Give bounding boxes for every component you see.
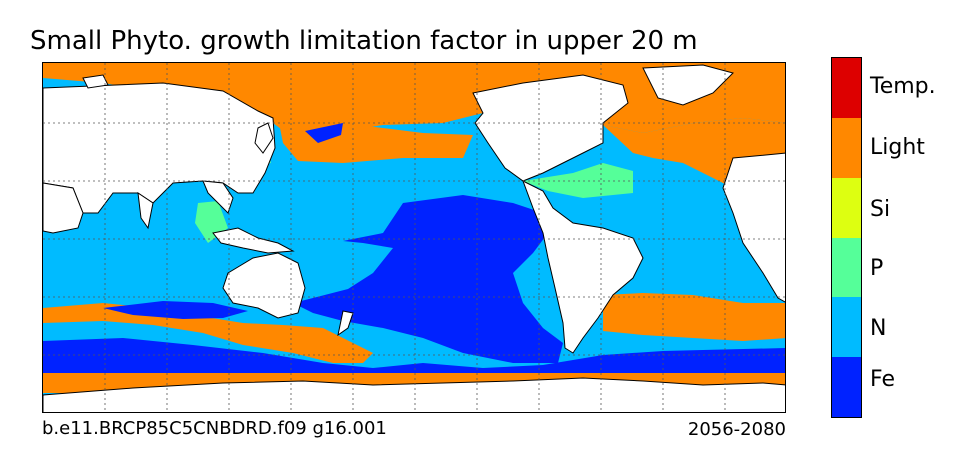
period-caption: 2056-2080	[687, 419, 786, 440]
fe-region-southern	[43, 338, 785, 373]
colorbar-seg-n	[832, 297, 861, 358]
fe-region-pacific	[293, 195, 563, 363]
colorbar-label-n: N	[870, 316, 887, 341]
colorbar-seg-fe	[832, 357, 861, 417]
colorbar-label-light: Light	[870, 135, 925, 160]
colorbar-label-temp: Temp.	[870, 74, 936, 99]
colorbar	[831, 57, 862, 418]
limitation-map	[42, 62, 786, 413]
map-title: Small Phyto. growth limitation factor in…	[30, 26, 698, 56]
run-id-caption: b.e11.BRCP85C5CNBDRD.f09 g16.001	[42, 418, 387, 439]
colorbar-label-si: Si	[870, 197, 891, 222]
colorbar-label-fe: Fe	[870, 367, 895, 392]
p-region-gulf	[523, 163, 633, 198]
fe-region-indian	[103, 301, 248, 319]
fe-region-northpacific	[305, 123, 343, 143]
colorbar-seg-temp	[832, 58, 861, 118]
colorbar-seg-si	[832, 177, 861, 238]
land	[43, 64, 785, 412]
map-canvas	[43, 63, 785, 412]
colorbar-seg-p	[832, 237, 861, 298]
colorbar-seg-light	[832, 117, 861, 178]
light-region-south	[43, 303, 373, 363]
light-region-satlantic	[603, 293, 785, 341]
gridlines	[43, 63, 785, 412]
colorbar-label-p: P	[870, 256, 884, 281]
